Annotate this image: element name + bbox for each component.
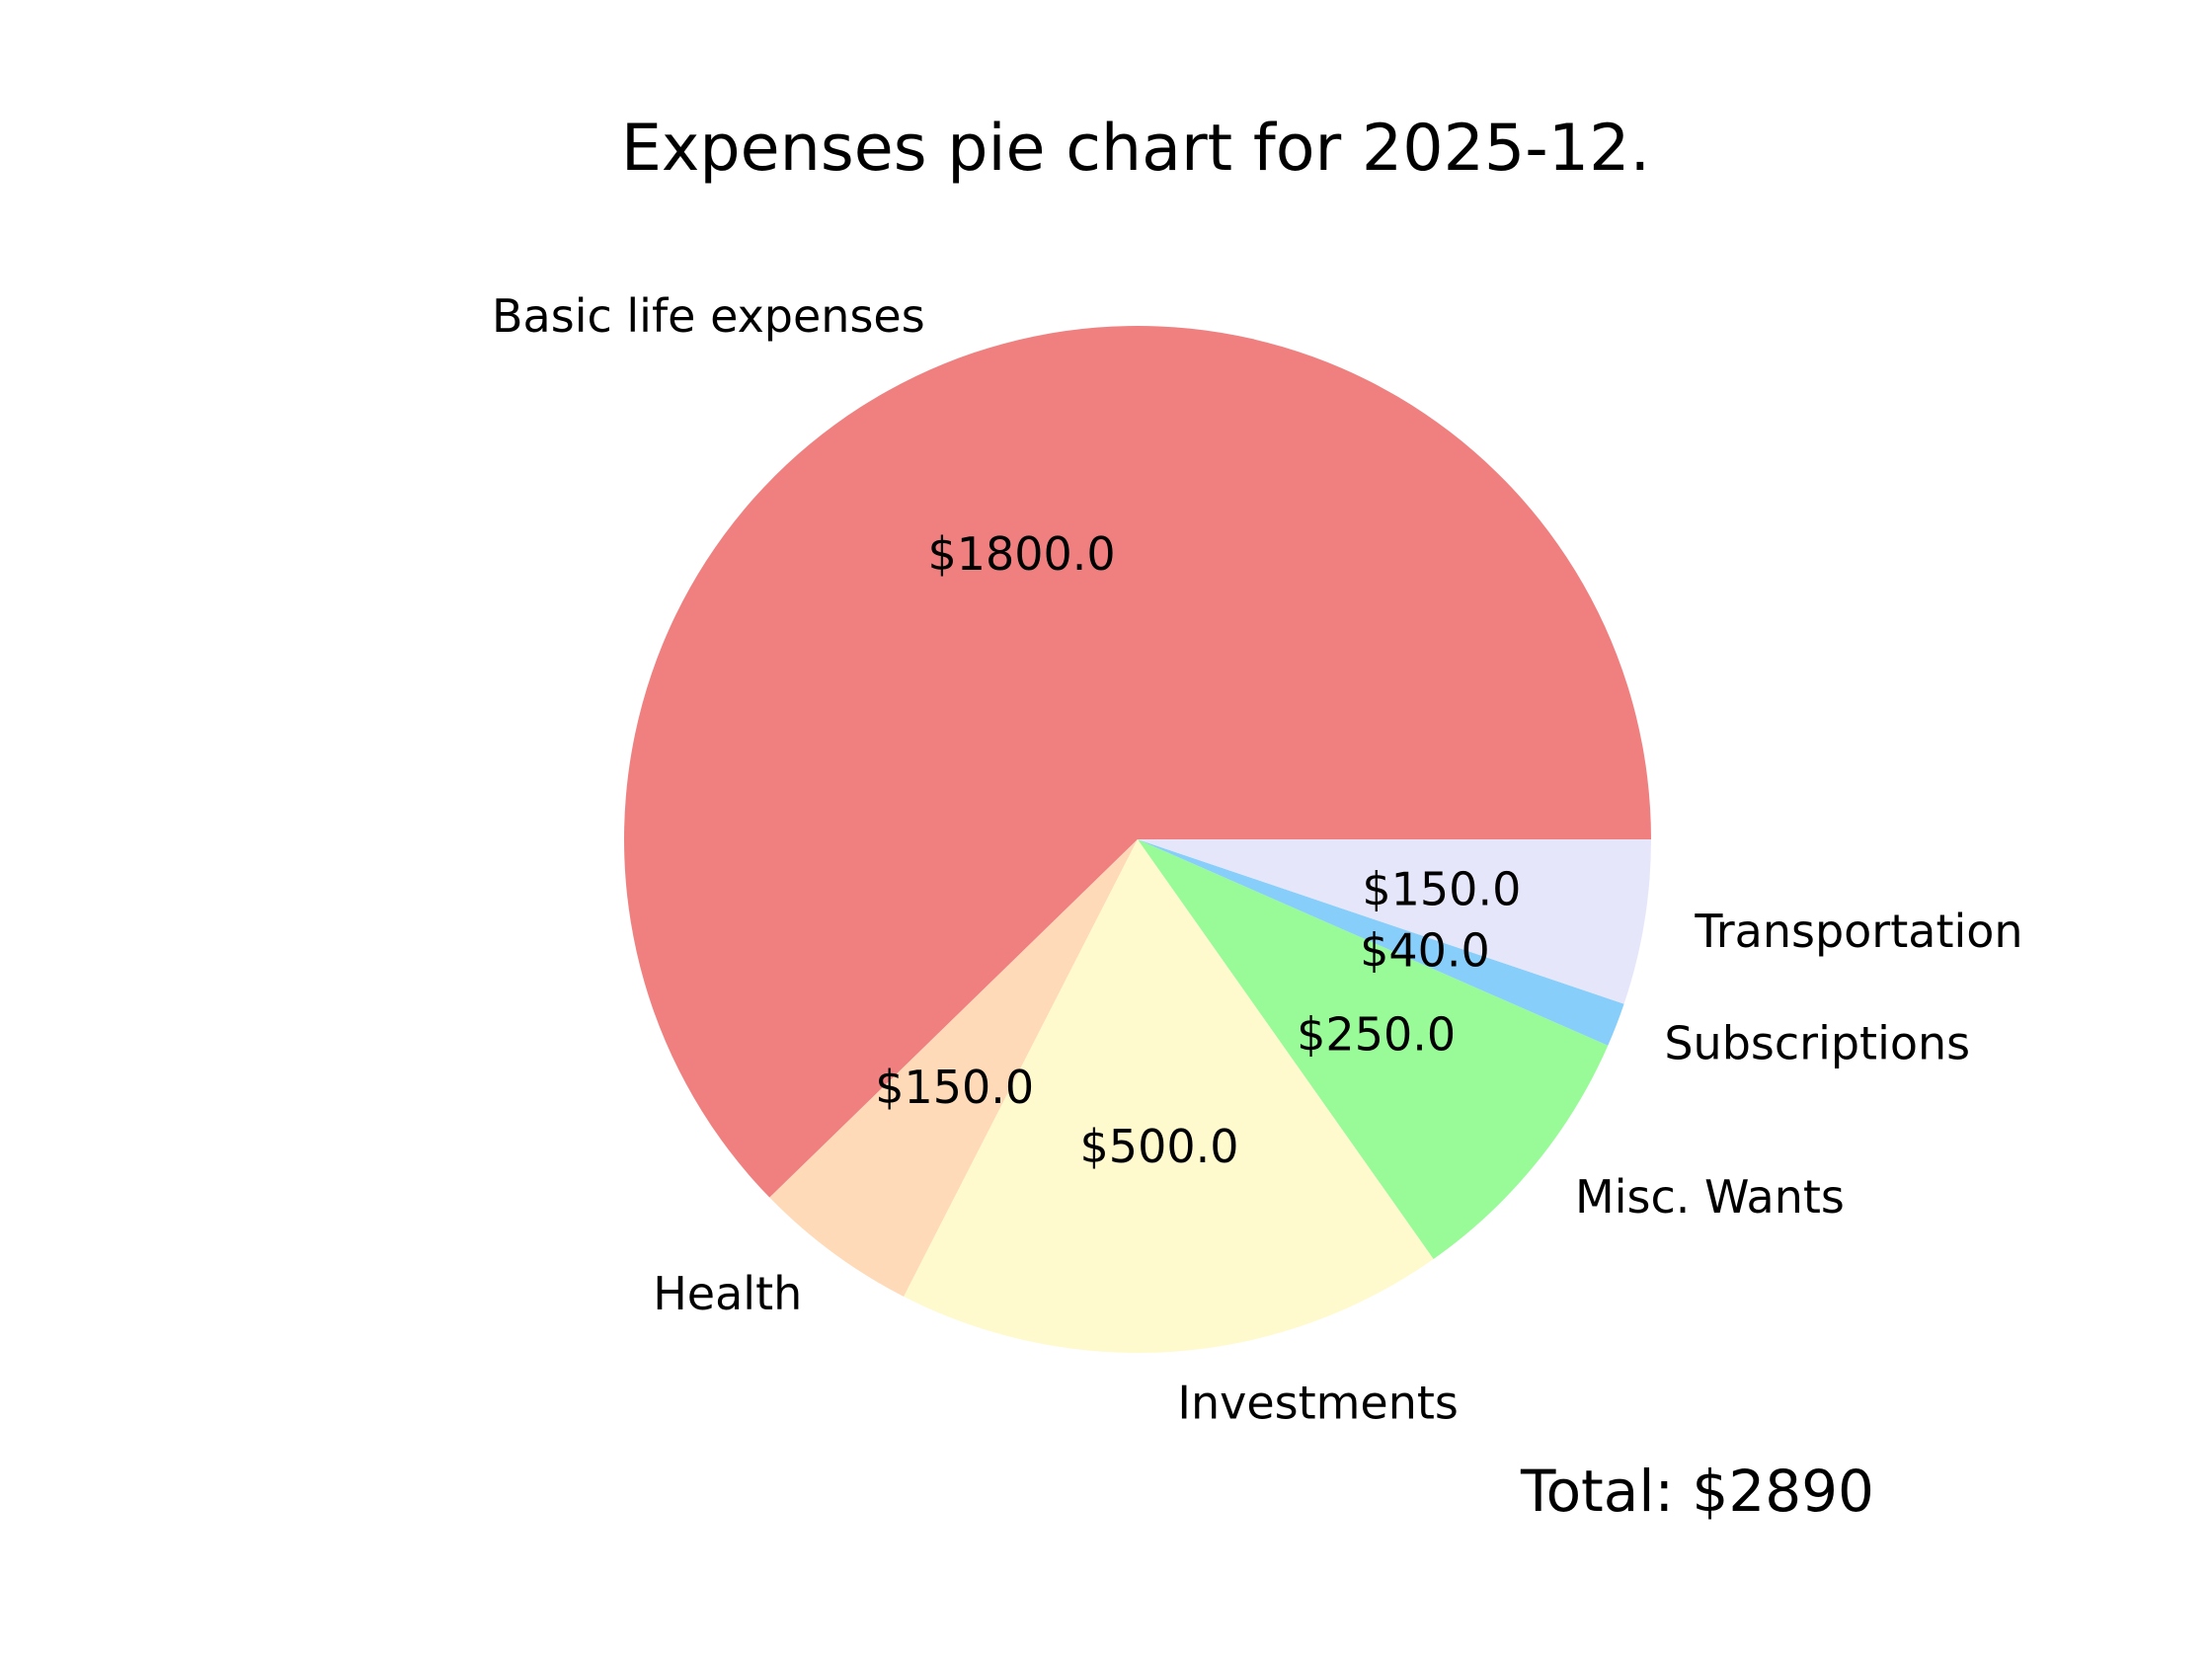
- slice-category-labels: Basic life expenses Health Investments Misc…: [492, 289, 2023, 1430]
- slice-value-labels: $1800.0 $150.0 $500.0 $250.0 $40.0 $150.0: [875, 527, 1521, 1173]
- slice-label-misc-wants: Misc. Wants: [1575, 1170, 1845, 1224]
- pie-slice-subscriptions: [1138, 839, 1624, 1046]
- slice-label-investments: Investments: [1177, 1377, 1459, 1430]
- slice-value-health: $150.0: [875, 1061, 1034, 1114]
- pie-slice-basic-life-expenses: [624, 326, 1651, 1198]
- slice-value-transportation: $150.0: [1362, 863, 1521, 916]
- slice-label-health: Health: [653, 1267, 802, 1320]
- pie-slice-health: [769, 839, 1138, 1297]
- slice-label-transportation: Transportation: [1694, 905, 2022, 958]
- slice-label-subscriptions: Subscriptions: [1664, 1017, 1970, 1070]
- slice-value-investments: $500.0: [1080, 1120, 1239, 1173]
- slice-label-basic-life-expenses: Basic life expenses: [492, 289, 925, 343]
- total-label: Total: $2890: [1520, 1458, 1874, 1525]
- pie-slice-investments: [904, 839, 1434, 1353]
- pie-slice-misc-wants: [1138, 839, 1609, 1259]
- chart-title: Expenses pie chart for 2025-12.: [621, 112, 1650, 186]
- slice-value-subscriptions: $40.0: [1360, 924, 1490, 978]
- pie-slices: [624, 326, 1651, 1353]
- slice-value-misc-wants: $250.0: [1297, 1007, 1456, 1061]
- slice-value-basic-life-expenses: $1800.0: [927, 527, 1115, 581]
- pie-slice-transportation: [1138, 839, 1651, 1004]
